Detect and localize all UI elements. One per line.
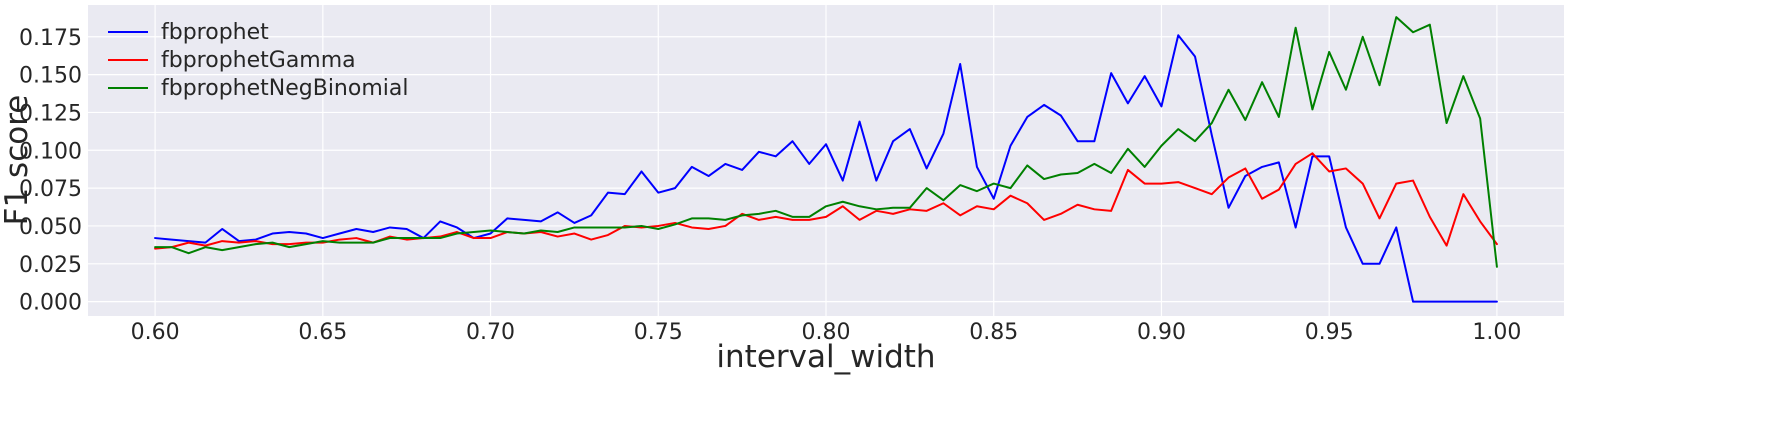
series-line-fbprophetNegBinomial — [154, 16, 1498, 268]
series-lines — [154, 16, 1498, 303]
legend-label-fbprophetGamma: fbprophetGamma — [161, 48, 356, 73]
y-tick-label: 0.025 — [19, 253, 82, 278]
x-tick-label: 0.75 — [634, 320, 683, 345]
y-axis-tick-labels: 0.000 0.025 0.050 0.075 0.100 0.125 0.150 0.175 — [19, 26, 82, 316]
y-tick-label: 0.175 — [19, 26, 82, 51]
y-tick-label: 0.100 — [19, 139, 82, 164]
legend-label-fbprophet: fbprophet — [161, 20, 269, 45]
horizontal-gridlines — [88, 36, 1564, 303]
x-tick-label: 0.80 — [802, 320, 851, 345]
y-axis-title: F1 score — [0, 95, 35, 226]
x-tick-label: 0.60 — [131, 320, 180, 345]
y-tick-label: 0.150 — [19, 64, 82, 89]
series-line-fbprophet — [154, 34, 1498, 303]
x-tick-label: 0.85 — [969, 320, 1018, 345]
x-tick-label: 1.00 — [1472, 320, 1521, 345]
x-tick-label: 0.90 — [1137, 320, 1186, 345]
x-tick-label: 0.95 — [1305, 320, 1354, 345]
x-tick-label: 0.70 — [466, 320, 515, 345]
y-tick-label: 0.075 — [19, 177, 82, 202]
x-axis-title: interval_width — [716, 339, 935, 375]
y-tick-label: 0.125 — [19, 101, 82, 126]
y-tick-label: 0.000 — [19, 291, 82, 316]
x-axis-tick-labels: 0.60 0.65 0.70 0.75 0.80 0.85 0.90 0.95 1.00 — [131, 320, 1522, 345]
x-tick-label: 0.65 — [298, 320, 347, 345]
legend-label-fbprophetNegBinomial: fbprophetNegBinomial — [161, 76, 408, 101]
legend: fbprophet fbprophetGamma fbprophetNegBinom… — [108, 20, 408, 101]
y-tick-label: 0.050 — [19, 215, 82, 240]
